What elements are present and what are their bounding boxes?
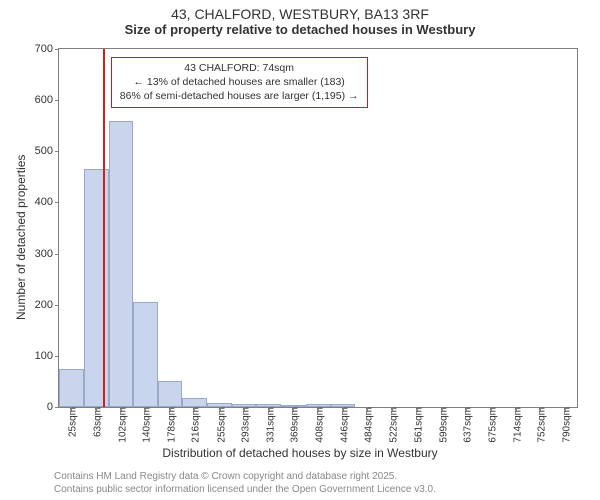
x-tick-mark — [71, 407, 72, 411]
x-tick-mark — [417, 407, 418, 411]
x-tick-mark — [269, 407, 270, 411]
x-tick-label: 484sqm — [360, 407, 375, 443]
annotation-line2: ← 13% of detached houses are smaller (18… — [120, 75, 359, 89]
plot-area: 43 CHALFORD: 74sqm ← 13% of detached hou… — [58, 48, 578, 408]
histogram-bar — [207, 403, 232, 407]
title-main: 43, CHALFORD, WESTBURY, BA13 3RF — [0, 0, 600, 22]
histogram-bar — [256, 404, 281, 407]
histogram-bar — [281, 405, 306, 407]
histogram-bar — [182, 398, 207, 407]
attribution-line2: Contains public sector information licen… — [54, 483, 436, 496]
x-tick-mark — [220, 407, 221, 411]
annotation-callout: 43 CHALFORD: 74sqm ← 13% of detached hou… — [111, 57, 368, 108]
y-tick-mark — [55, 305, 59, 306]
x-tick-label: 408sqm — [311, 407, 326, 443]
histogram-bar — [306, 404, 331, 407]
x-tick-mark — [318, 407, 319, 411]
x-tick-label: 637sqm — [459, 407, 474, 443]
x-tick-mark — [442, 407, 443, 411]
x-tick-mark — [540, 407, 541, 411]
x-tick-mark — [145, 407, 146, 411]
property-marker-line — [103, 49, 105, 407]
x-tick-label: 599sqm — [434, 407, 449, 443]
histogram-bar — [133, 302, 158, 407]
x-tick-mark — [565, 407, 566, 411]
x-tick-label: 293sqm — [237, 407, 252, 443]
y-tick-mark — [55, 356, 59, 357]
x-tick-label: 790sqm — [557, 407, 572, 443]
histogram-bar — [331, 404, 356, 407]
x-tick-label: 216sqm — [187, 407, 202, 443]
x-tick-label: 331sqm — [261, 407, 276, 443]
x-tick-label: 369sqm — [286, 407, 301, 443]
y-tick-mark — [55, 202, 59, 203]
y-tick-mark — [55, 49, 59, 50]
x-tick-label: 522sqm — [384, 407, 399, 443]
x-tick-mark — [516, 407, 517, 411]
x-tick-label: 675sqm — [483, 407, 498, 443]
x-axis-label: Distribution of detached houses by size … — [0, 446, 600, 460]
x-tick-label: 561sqm — [410, 407, 425, 443]
x-tick-label: 714sqm — [508, 407, 523, 443]
x-tick-label: 140sqm — [138, 407, 153, 443]
x-tick-label: 446sqm — [335, 407, 350, 443]
histogram-bar — [84, 169, 109, 407]
y-tick-mark — [55, 100, 59, 101]
x-tick-mark — [466, 407, 467, 411]
chart-container: 43, CHALFORD, WESTBURY, BA13 3RF Size of… — [0, 0, 600, 500]
x-tick-mark — [392, 407, 393, 411]
x-tick-mark — [96, 407, 97, 411]
x-tick-mark — [491, 407, 492, 411]
x-tick-mark — [343, 407, 344, 411]
annotation-line1: 43 CHALFORD: 74sqm — [120, 61, 359, 75]
x-tick-label: 102sqm — [113, 407, 128, 443]
x-tick-mark — [170, 407, 171, 411]
x-tick-mark — [244, 407, 245, 411]
y-axis-label: Number of detached properties — [14, 155, 28, 320]
x-tick-mark — [293, 407, 294, 411]
histogram-bar — [59, 369, 84, 407]
histogram-bar — [232, 404, 257, 407]
y-tick-mark — [55, 254, 59, 255]
title-sub: Size of property relative to detached ho… — [0, 22, 600, 37]
attribution-line1: Contains HM Land Registry data © Crown c… — [54, 470, 436, 483]
attribution-text: Contains HM Land Registry data © Crown c… — [54, 470, 436, 496]
x-tick-mark — [121, 407, 122, 411]
x-tick-mark — [194, 407, 195, 411]
x-tick-label: 178sqm — [162, 407, 177, 443]
x-tick-label: 63sqm — [88, 407, 103, 437]
y-tick-mark — [55, 151, 59, 152]
histogram-bar — [158, 381, 183, 407]
x-tick-label: 752sqm — [533, 407, 548, 443]
histogram-bar — [109, 121, 134, 407]
x-tick-mark — [367, 407, 368, 411]
x-tick-label: 25sqm — [64, 407, 79, 437]
x-tick-label: 255sqm — [212, 407, 227, 443]
y-tick-mark — [55, 407, 59, 408]
annotation-line3: 86% of semi-detached houses are larger (… — [120, 89, 359, 103]
